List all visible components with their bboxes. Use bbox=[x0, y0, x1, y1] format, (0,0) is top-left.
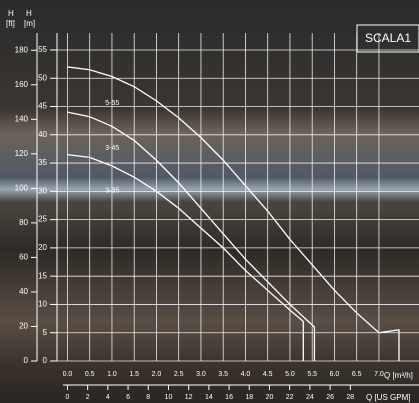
y2-tick-label: 160 bbox=[15, 80, 29, 89]
y2-tick-label: 0 bbox=[24, 356, 29, 365]
y2-tick-label: 100 bbox=[15, 183, 29, 192]
plot: 0510152025303540455055020406080100120140… bbox=[15, 33, 419, 401]
y-tick-label: 25 bbox=[38, 215, 47, 224]
curve bbox=[67, 111, 316, 361]
x2-tick-label: 6 bbox=[126, 394, 130, 401]
x-tick-label: 5.0 bbox=[285, 371, 295, 378]
x2-tick-label: 8 bbox=[146, 394, 150, 401]
title-box bbox=[356, 24, 419, 53]
y2-tick-label: 120 bbox=[15, 149, 29, 158]
x2-tick-label: 26 bbox=[326, 394, 334, 401]
y-tick-label: 45 bbox=[38, 102, 47, 111]
x2-tick-label: 12 bbox=[185, 394, 193, 401]
x2-tick-label: 24 bbox=[306, 394, 314, 401]
x2-tick-label: 20 bbox=[266, 394, 274, 401]
x-tick-label: 0.5 bbox=[85, 371, 95, 378]
y2-axis-unit: [ft] bbox=[6, 19, 15, 28]
x2-axis-title: Q [US GPM] bbox=[366, 393, 410, 402]
y-tick-label: 30 bbox=[38, 186, 47, 195]
x2-tick-label: 10 bbox=[165, 394, 173, 401]
x-tick-label: 4.0 bbox=[241, 371, 251, 378]
y-axis-unit: [m] bbox=[24, 19, 35, 28]
y-tick-label: 15 bbox=[38, 271, 47, 280]
y-tick-label: 20 bbox=[38, 243, 47, 252]
x2-tick-label: 0 bbox=[65, 394, 69, 401]
curve bbox=[67, 153, 304, 361]
x-tick-label: 6.5 bbox=[352, 371, 362, 378]
chart-title: SCALA1 bbox=[365, 31, 411, 45]
x-tick-label: 6.0 bbox=[330, 371, 340, 378]
y-tick-label: 55 bbox=[38, 45, 47, 54]
x2-tick-label: 14 bbox=[205, 394, 213, 401]
x-tick-label: 1.5 bbox=[129, 371, 139, 378]
y2-tick-label: 40 bbox=[19, 287, 28, 296]
y2-axis-title: H bbox=[8, 9, 14, 18]
y2-tick-label: 60 bbox=[19, 253, 28, 262]
curve-label: 3-45 bbox=[105, 145, 119, 152]
x-tick-label: 2.0 bbox=[152, 371, 162, 378]
x-axis-title: Q [m³/h] bbox=[384, 371, 413, 380]
y-tick-label: 0 bbox=[43, 356, 48, 365]
x-tick-label: 0.0 bbox=[63, 371, 73, 378]
x-tick-label: 1.0 bbox=[107, 371, 117, 378]
curve-label: 5-55 bbox=[105, 100, 119, 107]
x2-tick-label: 2 bbox=[86, 394, 90, 401]
x-tick-label: 3.0 bbox=[196, 371, 206, 378]
x2-tick-label: 28 bbox=[346, 394, 354, 401]
x-tick-label: 5.5 bbox=[307, 371, 317, 378]
curve-label: 3-35 bbox=[105, 187, 119, 194]
y-tick-label: 40 bbox=[38, 130, 47, 139]
x-tick-label: 4.5 bbox=[263, 371, 273, 378]
curve bbox=[67, 66, 400, 361]
y2-tick-label: 180 bbox=[15, 45, 29, 54]
y-tick-label: 35 bbox=[38, 158, 47, 167]
x-tick-label: 2.5 bbox=[174, 371, 184, 378]
y2-tick-label: 140 bbox=[15, 114, 29, 123]
x2-tick-label: 16 bbox=[225, 394, 233, 401]
x2-tick-label: 18 bbox=[245, 394, 253, 401]
y-tick-label: 5 bbox=[43, 328, 48, 337]
y-tick-label: 10 bbox=[38, 300, 47, 309]
y2-tick-label: 20 bbox=[19, 322, 28, 331]
x2-tick-label: 4 bbox=[106, 394, 110, 401]
y-tick-label: 50 bbox=[38, 73, 47, 82]
x-tick-label: 7.0 bbox=[374, 371, 384, 378]
x-tick-label: 3.5 bbox=[218, 371, 228, 378]
y2-tick-label: 80 bbox=[19, 218, 28, 227]
x2-tick-label: 22 bbox=[286, 394, 294, 401]
y-axis-title: H bbox=[26, 9, 32, 18]
